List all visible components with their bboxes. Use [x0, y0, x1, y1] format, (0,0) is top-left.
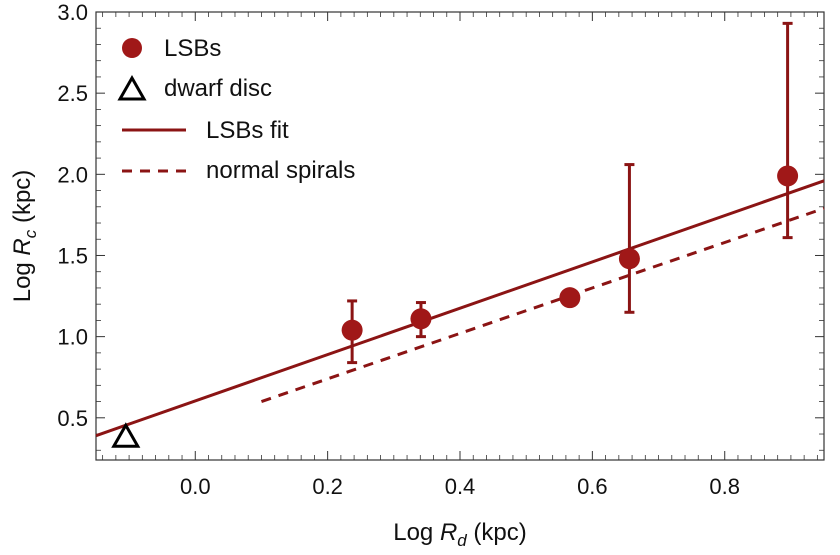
x-tick-label: 0.0 — [180, 474, 211, 499]
x-axis-label: Log Rd (kpc) — [393, 519, 527, 550]
y-tick-label: 3.0 — [57, 0, 88, 25]
x-axis-label-sub: d — [457, 531, 467, 550]
y-tick-label: 0.5 — [57, 406, 88, 431]
dwarf-disc-point — [111, 422, 141, 448]
y-axis-label: Log Rc (kpc) — [9, 170, 40, 303]
axis-tick-labels: 0.0 0.2 0.4 0.6 0.8 0.5 1.0 1.5 2.0 2.5 3.0 — [57, 0, 740, 499]
lsb-data-point — [618, 248, 640, 270]
legend-item-lsbs: LSBs — [122, 35, 221, 62]
x-tick-label: 0.6 — [577, 474, 608, 499]
axis-ticks — [96, 11, 824, 460]
y-tick-label: 1.0 — [57, 325, 88, 350]
y-tick-label: 2.0 — [57, 162, 88, 187]
x-tick-label: 0.8 — [709, 474, 740, 499]
legend-label-normal-spirals: normal spirals — [206, 157, 355, 184]
x-tick-label: 0.4 — [445, 474, 476, 499]
x-tick-label: 0.2 — [312, 474, 343, 499]
y-axis-label-prefix: Log — [9, 256, 36, 303]
data-points — [111, 165, 799, 448]
normal-spirals-line — [260, 206, 825, 403]
lsb-data-point — [341, 319, 363, 341]
legend-item-lsbs-fit: LSBs fit — [122, 117, 289, 144]
lsbs-fit-line — [95, 179, 825, 438]
legend-marker-circle — [122, 38, 142, 58]
y-axis-label-sub: c — [21, 229, 40, 238]
legend-label-lsbs-fit: LSBs fit — [206, 117, 289, 144]
x-axis-label-suffix: (kpc) — [467, 519, 527, 546]
legend: LSBs dwarf disc LSBs fit normal spirals — [117, 35, 355, 184]
legend-label-lsbs: LSBs — [164, 35, 221, 62]
y-axis-label-suffix: (kpc) — [9, 170, 36, 230]
y-tick-label: 1.5 — [57, 243, 88, 268]
lsb-data-point — [559, 287, 581, 309]
x-axis-label-var: R — [440, 519, 457, 546]
legend-label-dwarf-disc: dwarf disc — [164, 75, 272, 102]
fit-lines — [95, 179, 825, 438]
lsb-data-point — [410, 308, 432, 330]
y-tick-label: 2.5 — [57, 81, 88, 106]
legend-marker-triangle — [117, 74, 147, 101]
legend-item-normal-spirals: normal spirals — [122, 157, 355, 184]
legend-item-dwarf-disc: dwarf disc — [117, 74, 272, 102]
y-axis-label-var: R — [9, 238, 36, 255]
x-axis-label-prefix: Log — [393, 519, 440, 546]
lsb-data-point — [777, 165, 799, 187]
